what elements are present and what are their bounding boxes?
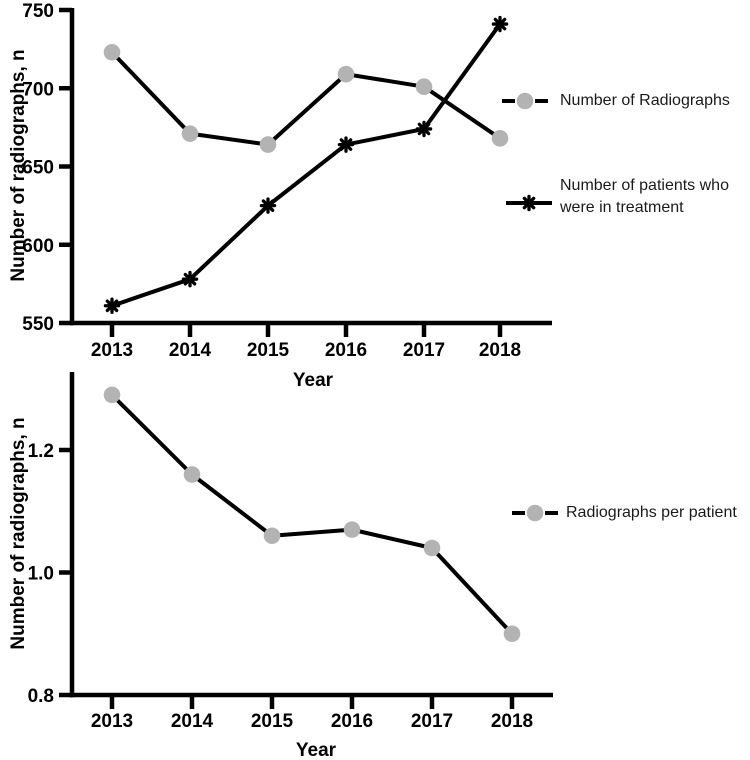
- x-tick-label: 2016: [331, 711, 373, 732]
- circle-marker-icon: [337, 65, 355, 83]
- legend-marker-patients: [506, 193, 552, 213]
- star-marker-icon: [181, 270, 199, 288]
- circle-marker-icon: [516, 92, 534, 110]
- y-tick-label: 700: [22, 79, 54, 100]
- y-tick-label: 600: [22, 236, 54, 257]
- x-tick-label: 2013: [91, 340, 133, 361]
- circle-marker-icon: [512, 504, 558, 522]
- circle-marker-icon: [502, 92, 548, 110]
- star-center: [496, 20, 504, 28]
- circle-marker-icon: [423, 539, 441, 557]
- y-tick-label: 1.2: [28, 441, 54, 462]
- legend-label-radiographs: Number of Radiographs: [560, 92, 730, 109]
- x-tick-label: 2015: [251, 711, 294, 732]
- chart-1: [59, 372, 553, 709]
- star-marker-icon: [491, 15, 509, 33]
- series-line-0: [110, 50, 502, 147]
- star-marker-icon: [259, 197, 277, 214]
- circle-marker-icon: [516, 92, 534, 110]
- x-tick-label: 2017: [411, 711, 453, 732]
- circle-marker-icon: [103, 386, 121, 404]
- legend-marker-per-patient: [512, 503, 558, 523]
- x-axis-title: Year: [293, 370, 334, 391]
- y-axis-title: Number of radiographs, n: [8, 49, 29, 281]
- y-tick-label: 550: [22, 314, 54, 335]
- circle-marker-icon: [181, 125, 199, 142]
- star-center: [342, 140, 350, 149]
- star-center: [420, 125, 428, 133]
- x-tick-label: 2017: [403, 340, 445, 361]
- circle-marker-icon: [183, 466, 201, 483]
- x-tick-label: 2018: [491, 711, 533, 732]
- circle-marker-icon: [526, 504, 544, 522]
- series-line-0: [110, 393, 514, 636]
- legend-marker-radiographs: [502, 91, 548, 111]
- x-tick-label: 2013: [91, 711, 133, 732]
- circle-marker-icon: [103, 43, 121, 61]
- chart-0: [59, 7, 552, 337]
- circle-marker-icon: [343, 521, 361, 538]
- x-axis-title: Year: [296, 740, 337, 760]
- legend-label-per-patient: Radiographs per patient: [566, 504, 737, 521]
- x-tick-label: 2016: [325, 340, 367, 361]
- star-center: [525, 199, 533, 207]
- circle-marker-icon: [526, 504, 544, 522]
- x-tick-label: 2014: [171, 711, 214, 732]
- circle-marker-icon: [415, 78, 433, 95]
- star-marker-icon: [103, 297, 121, 315]
- x-tick-label: 2018: [479, 340, 521, 361]
- star-marker-icon: [337, 136, 355, 153]
- x-tick-label: 2014: [169, 340, 212, 361]
- star-center: [186, 275, 194, 283]
- star-marker-icon: [506, 194, 552, 212]
- y-tick-label: 650: [22, 158, 54, 179]
- y-axis-title: Number of radiographs, n: [8, 417, 29, 649]
- star-marker-icon: [415, 120, 433, 138]
- circle-marker-icon: [259, 136, 277, 153]
- x-tick-label: 2015: [247, 340, 290, 361]
- circle-marker-icon: [491, 130, 509, 147]
- legend-label-patients: Number of patients who were in treatment: [560, 177, 729, 216]
- series-line-1: [111, 22, 502, 308]
- y-tick-label: 1.0: [28, 564, 54, 585]
- y-tick-label: 750: [22, 1, 54, 22]
- star-marker-icon: [520, 194, 538, 212]
- star-center: [108, 302, 116, 310]
- circle-marker-icon: [263, 527, 281, 545]
- circle-marker-icon: [503, 625, 521, 643]
- y-tick-label: 0.8: [28, 686, 54, 707]
- star-center: [264, 202, 272, 210]
